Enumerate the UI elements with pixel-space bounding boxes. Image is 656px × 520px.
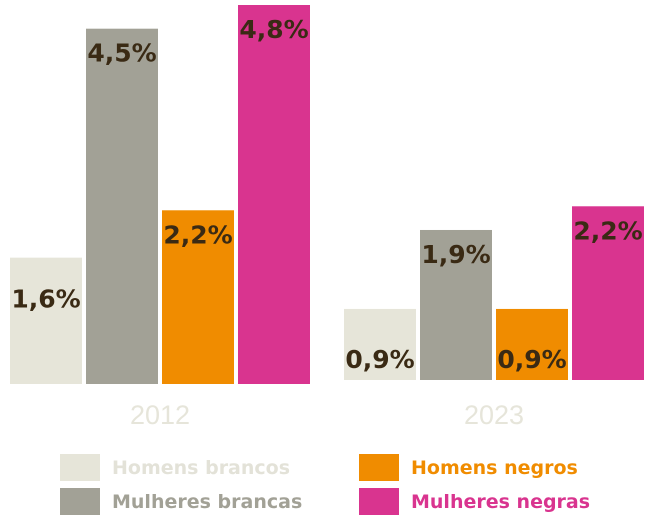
bar-mulheres-negras-2012 [238, 5, 310, 384]
category-label-2023: 2023 [464, 400, 524, 430]
value-label-homens-brancos-2012: 1,6% [11, 285, 80, 314]
bar-homens-brancos-2023 [344, 308, 416, 380]
value-label-mulheres-brancas-2023: 1,9% [421, 240, 490, 269]
category-label-2012: 2012 [130, 400, 190, 430]
value-label-homens-negros-2023: 0,9% [497, 345, 566, 374]
bar-homens-negros-2012 [162, 210, 234, 384]
value-label-mulheres-negras-2012: 4,8% [239, 15, 308, 44]
bar-mulheres-negras-2023 [572, 206, 644, 380]
value-label-mulheres-negras-2023: 2,2% [573, 216, 642, 245]
value-label-homens-brancos-2023: 0,9% [345, 345, 414, 374]
bar-homens-brancos-2012 [10, 257, 82, 384]
bar-mulheres-brancas-2023 [420, 229, 492, 380]
bar-homens-negros-2023 [496, 308, 568, 380]
value-label-mulheres-brancas-2012: 4,5% [87, 39, 156, 68]
value-label-homens-negros-2012: 2,2% [163, 220, 232, 249]
bar-mulheres-brancas-2012 [86, 28, 158, 384]
